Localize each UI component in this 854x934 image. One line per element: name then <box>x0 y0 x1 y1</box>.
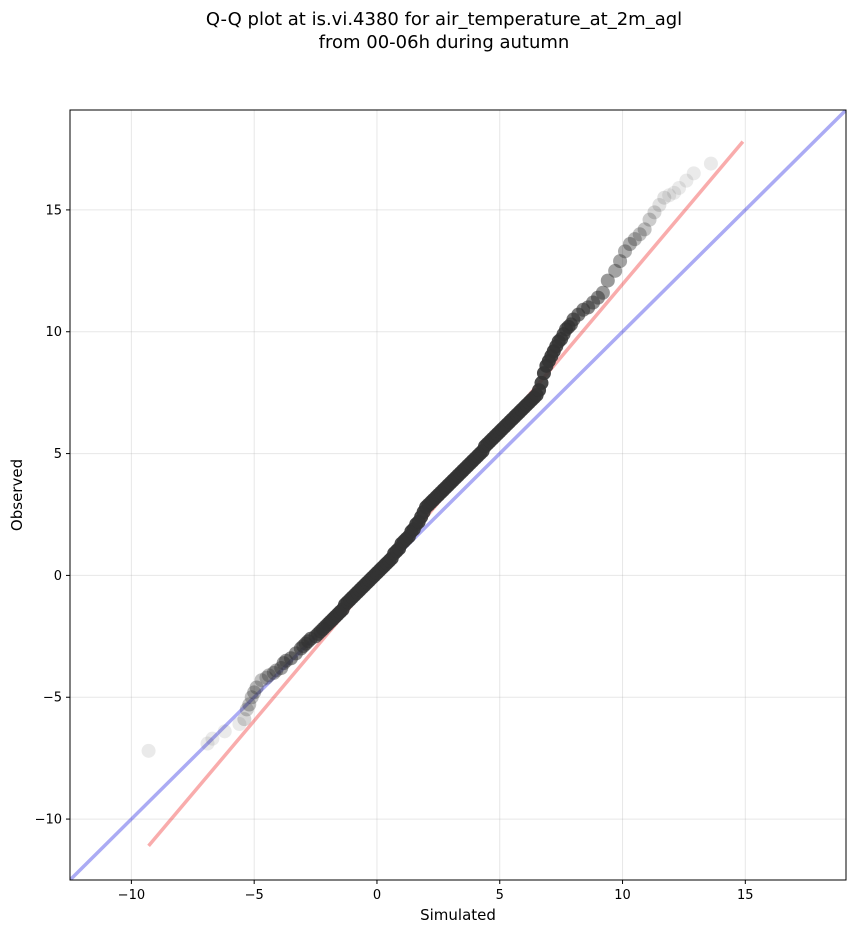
chart-title-line-1: Q-Q plot at is.vi.4380 for air_temperatu… <box>206 9 682 30</box>
qq-point <box>239 702 254 717</box>
qq-point <box>600 273 615 288</box>
qq-point <box>657 190 672 205</box>
qq-point <box>617 244 632 259</box>
y-tick-label: −10 <box>35 813 62 828</box>
qq-point <box>686 166 701 181</box>
x-tick-label: 5 <box>496 888 504 903</box>
qq-point <box>249 680 264 695</box>
qq-point <box>232 717 247 732</box>
qq-point <box>622 237 637 252</box>
x-tick-label: 10 <box>614 888 631 903</box>
qq-point <box>703 156 718 171</box>
qq-point <box>647 205 662 220</box>
qq-point <box>652 198 667 213</box>
chart-title-line-2: from 00-06h during autumn <box>319 32 570 53</box>
grid <box>70 110 846 880</box>
x-axis: −10 −5 0 5 10 15 <box>118 880 754 903</box>
y-axis-label: Observed <box>8 459 26 531</box>
y-tick-label: 5 <box>54 447 62 462</box>
x-tick-label: −5 <box>245 888 264 903</box>
qq-point <box>237 712 252 727</box>
qq-point <box>259 670 274 685</box>
reference-lines <box>70 110 846 880</box>
qq-point <box>595 285 610 300</box>
y-tick-label: 15 <box>45 203 62 218</box>
x-tick-label: 0 <box>373 888 381 903</box>
qq-point <box>608 263 623 278</box>
identity-line <box>70 110 846 880</box>
qq-point <box>632 227 647 242</box>
x-axis-label: Simulated <box>420 906 496 924</box>
qq-point <box>731 0 745 7</box>
qq-point <box>642 212 657 227</box>
qq-point <box>254 673 269 688</box>
x-tick-label: −10 <box>118 888 145 903</box>
qq-point <box>242 697 257 712</box>
qq-point <box>200 736 215 751</box>
qq-point <box>205 731 220 746</box>
qq-point <box>679 173 694 188</box>
qq-point <box>244 690 259 705</box>
y-axis: −10 −5 0 5 10 15 <box>35 203 70 828</box>
qq-point <box>141 743 156 758</box>
qq-point <box>266 665 281 680</box>
plot-frame <box>69 109 847 881</box>
data-points <box>141 0 750 758</box>
qq-point <box>627 232 642 247</box>
qq-point <box>261 668 276 683</box>
y-tick-label: −5 <box>43 691 62 706</box>
qq-point <box>613 254 628 269</box>
qq-point <box>672 180 687 195</box>
qq-point <box>736 0 750 7</box>
qq-point <box>217 724 232 739</box>
qq-point <box>247 685 262 700</box>
y-tick-label: 0 <box>54 569 62 584</box>
qq-point <box>637 222 652 237</box>
plot-area <box>69 0 847 881</box>
x-tick-label: 15 <box>737 888 754 903</box>
qq-point <box>667 185 682 200</box>
qq-point <box>662 188 677 203</box>
y-tick-label: 10 <box>45 325 62 340</box>
qq-point <box>709 0 723 7</box>
